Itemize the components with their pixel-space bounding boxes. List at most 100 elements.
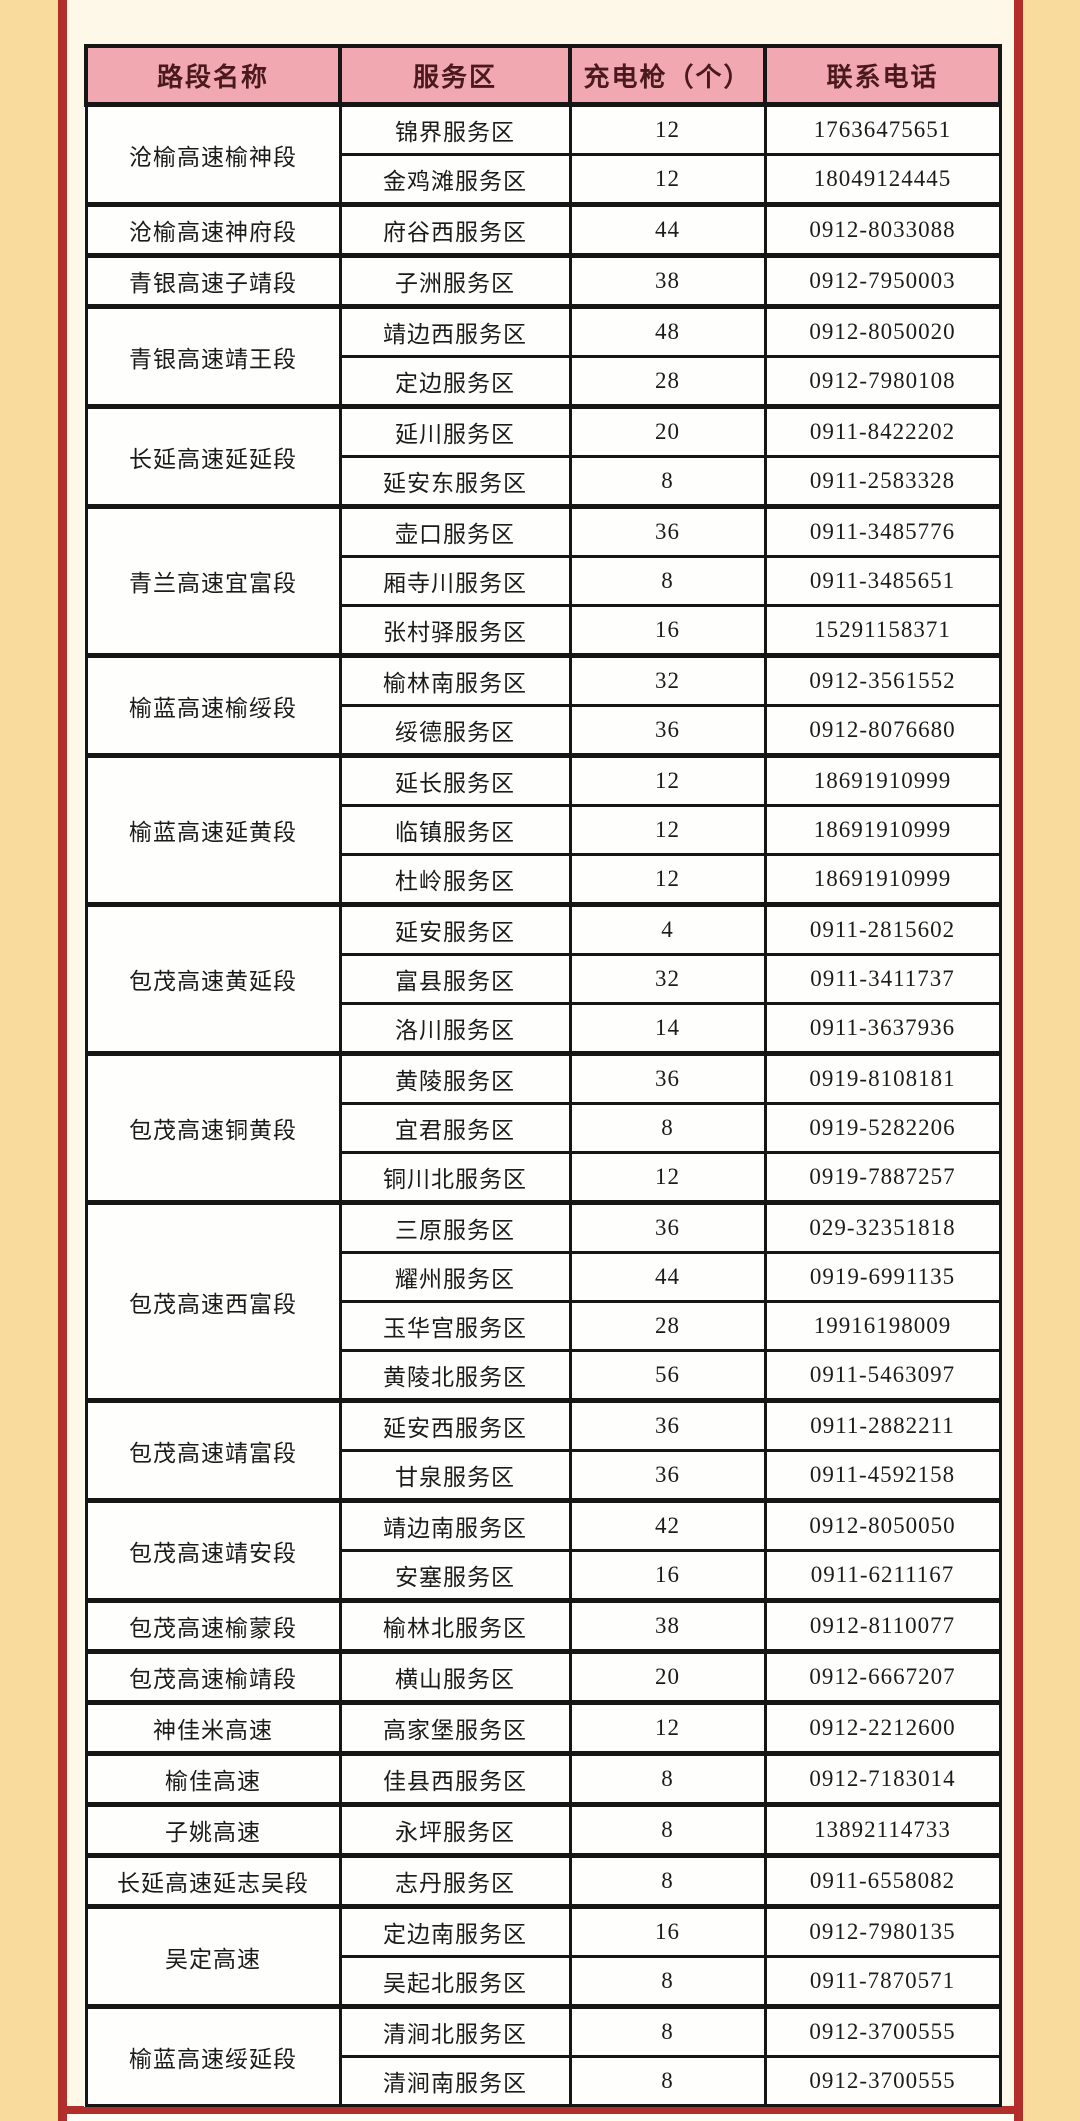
phone-cell: 18049124445 — [763, 153, 1002, 206]
gun-count-cell: 36 — [568, 704, 767, 757]
gun-count-cell: 16 — [568, 1904, 767, 1958]
header-phone: 联系电话 — [763, 44, 1002, 107]
road-section-cell: 榆蓝高速绥延段 — [84, 2004, 342, 2107]
phone-cell: 0912-8076680 — [763, 704, 1002, 757]
gun-count-cell: 8 — [568, 1751, 767, 1806]
gun-count-cell: 44 — [568, 1251, 767, 1303]
table-row: 宜君服务区 8 0919-5282206 — [86, 1102, 1002, 1154]
table-row: 张村驿服务区 16 15291158371 — [86, 604, 1002, 657]
service-area-cell: 靖边南服务区 — [338, 1498, 572, 1552]
gun-count-cell: 38 — [568, 1598, 767, 1653]
phone-cell: 18691910999 — [763, 804, 1002, 856]
gun-count-cell: 36 — [568, 504, 767, 558]
table-row: 沧榆高速神府段 府谷西服务区 44 0912-8033088 — [84, 202, 1002, 257]
phone-cell: 0911-5463097 — [763, 1349, 1002, 1402]
service-area-cell: 府谷西服务区 — [338, 202, 572, 257]
table-row: 长延高速延志吴段 志丹服务区 8 0911-6558082 — [84, 1853, 1002, 1908]
gun-count-cell: 16 — [568, 1549, 767, 1602]
service-area-cell: 洛川服务区 — [338, 1002, 572, 1055]
phone-cell: 0919-6991135 — [763, 1251, 1002, 1303]
road-section-cell: 沧榆高速榆神段 — [84, 102, 342, 206]
gun-count-cell: 28 — [568, 1300, 767, 1352]
gun-count-cell: 32 — [568, 653, 767, 707]
header-service-area: 服务区 — [338, 44, 572, 107]
service-area-cell: 安塞服务区 — [338, 1549, 572, 1602]
table-row: 富县服务区 32 0911-3411737 — [86, 953, 1002, 1005]
gun-count-cell: 8 — [568, 2004, 767, 2058]
phone-cell: 0912-3700555 — [763, 2004, 1002, 2058]
road-section-cell: 吴定高速 — [84, 1904, 342, 2008]
phone-cell: 0912-8050050 — [763, 1498, 1002, 1552]
phone-cell: 0919-5282206 — [763, 1102, 1002, 1154]
bottom-band — [67, 2114, 1014, 2121]
gun-count-cell: 48 — [568, 304, 767, 358]
table-row: 包茂高速西富段 三原服务区 36 029-32351818 — [84, 1200, 1002, 1402]
gun-count-cell: 4 — [568, 902, 767, 956]
table-row: 洛川服务区 14 0911-3637936 — [86, 1002, 1002, 1055]
road-section-cell: 青兰高速宜富段 — [84, 504, 342, 657]
right-red-frame-stripe — [1014, 0, 1023, 2121]
service-area-cell: 壶口服务区 — [338, 504, 572, 558]
table-row: 黄陵北服务区 56 0911-5463097 — [86, 1349, 1002, 1402]
service-area-cell: 子洲服务区 — [338, 253, 572, 308]
phone-cell: 0912-3561552 — [763, 653, 1002, 707]
bottom-red-frame-line — [67, 2106, 1014, 2114]
gun-count-cell: 16 — [568, 604, 767, 657]
gun-count-cell: 20 — [568, 404, 767, 458]
gun-count-cell: 36 — [568, 1398, 767, 1452]
service-area-cell: 金鸡滩服务区 — [338, 153, 572, 206]
gun-count-cell: 36 — [568, 1200, 767, 1254]
phone-cell: 0911-8422202 — [763, 404, 1002, 458]
road-section-cell: 包茂高速西富段 — [84, 1200, 342, 1402]
service-area-cell: 榆林北服务区 — [338, 1598, 572, 1653]
header-road-section: 路段名称 — [84, 44, 342, 107]
phone-cell: 0911-2583328 — [763, 455, 1002, 508]
gun-count-cell: 38 — [568, 253, 767, 308]
service-area-cell: 延川服务区 — [338, 404, 572, 458]
table-row: 青兰高速宜富段 壶口服务区 36 0911-3485776 — [84, 504, 1002, 657]
service-area-cell: 延安西服务区 — [338, 1398, 572, 1452]
gun-count-cell: 12 — [568, 102, 767, 156]
service-area-cell: 定边南服务区 — [338, 1904, 572, 1958]
gun-count-cell: 12 — [568, 1151, 767, 1204]
phone-cell: 18691910999 — [763, 753, 1002, 807]
table-row: 包茂高速铜黄段 黄陵服务区 36 0919-8108181 — [84, 1051, 1002, 1204]
charging-stations-table: 路段名称 服务区 充电枪（个） 联系电话 沧榆高速榆神段 锦界服务区 12 17636… — [84, 44, 1002, 2107]
service-area-cell: 富县服务区 — [338, 953, 572, 1005]
gun-count-cell: 42 — [568, 1498, 767, 1552]
gun-count-cell: 8 — [568, 1102, 767, 1154]
left-gold-margin — [0, 0, 58, 2121]
table-row: 甘泉服务区 36 0911-4592158 — [86, 1449, 1002, 1502]
phone-cell: 13892114733 — [763, 1802, 1002, 1857]
road-section-cell: 包茂高速靖安段 — [84, 1498, 342, 1602]
phone-cell: 19916198009 — [763, 1300, 1002, 1352]
road-section-cell: 长延高速延延段 — [84, 404, 342, 508]
service-area-cell: 甘泉服务区 — [338, 1449, 572, 1502]
phone-cell: 0912-8110077 — [763, 1598, 1002, 1653]
service-area-cell: 靖边西服务区 — [338, 304, 572, 358]
table-row: 榆蓝高速绥延段 清涧北服务区 8 0912-3700555 — [84, 2004, 1002, 2107]
table-row: 包茂高速靖安段 靖边南服务区 42 0912-8050050 — [84, 1498, 1002, 1602]
service-area-cell: 延安东服务区 — [338, 455, 572, 508]
service-area-cell: 黄陵北服务区 — [338, 1349, 572, 1402]
phone-cell: 17636475651 — [763, 102, 1002, 156]
service-area-cell: 玉华宫服务区 — [338, 1300, 572, 1352]
service-area-cell: 锦界服务区 — [338, 102, 572, 156]
table-row: 安塞服务区 16 0911-6211167 — [86, 1549, 1002, 1602]
road-section-cell: 榆佳高速 — [84, 1751, 342, 1806]
phone-cell: 0919-7887257 — [763, 1151, 1002, 1204]
phone-cell: 0911-7870571 — [763, 1955, 1002, 2008]
phone-cell: 0912-6667207 — [763, 1649, 1002, 1704]
phone-cell: 18691910999 — [763, 853, 1002, 906]
service-area-cell: 定边服务区 — [338, 355, 572, 408]
gun-count-cell: 8 — [568, 2055, 767, 2107]
phone-cell: 0912-7183014 — [763, 1751, 1002, 1806]
gun-count-cell: 8 — [568, 455, 767, 508]
road-section-cell: 包茂高速铜黄段 — [84, 1051, 342, 1204]
gun-count-cell: 56 — [568, 1349, 767, 1402]
service-area-cell: 铜川北服务区 — [338, 1151, 572, 1204]
service-area-cell: 延安服务区 — [338, 902, 572, 956]
gun-count-cell: 8 — [568, 1853, 767, 1908]
left-red-frame-stripe — [58, 0, 67, 2121]
